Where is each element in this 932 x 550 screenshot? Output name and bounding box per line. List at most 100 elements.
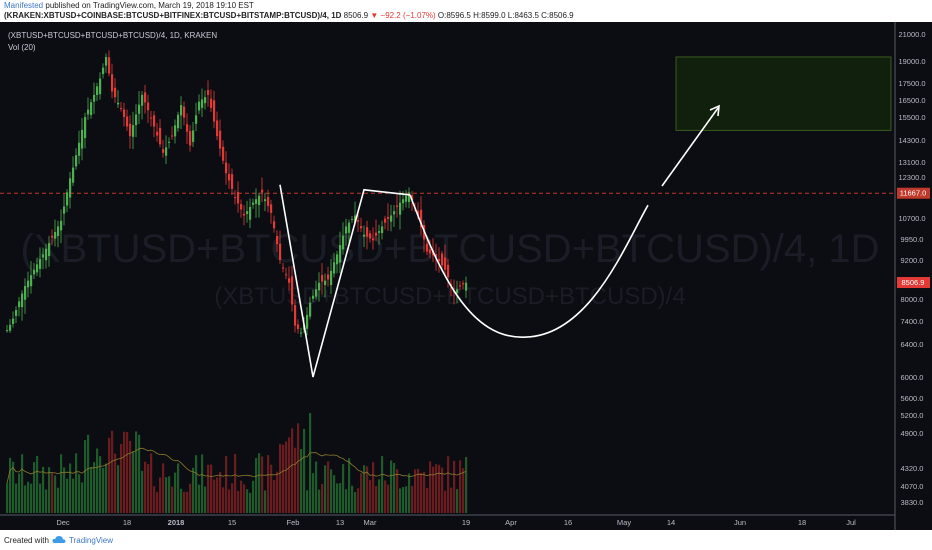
candle-body [429,249,432,254]
volume-bar [360,473,363,513]
time-tick-label: 16 [564,518,572,527]
candle-body [237,191,240,204]
volume-bar [279,443,282,513]
target-zone-box[interactable] [675,56,892,131]
volume-bar [420,472,423,513]
candle-body [141,94,144,106]
ohlc-open: O:8596.5 [437,11,471,20]
volume-bar [405,486,408,513]
tradingview-cloud-icon [52,536,66,543]
volume-bar [165,477,168,513]
time-tick-label: 2018 [168,518,185,527]
volume-bar [108,437,111,513]
volume-bar [276,471,279,513]
volume-bar [441,467,444,513]
volume-bar [456,489,459,513]
candle-body [264,199,267,202]
candle-body [201,99,204,108]
volume-bar [438,464,441,513]
candle-body [339,245,342,263]
w-pattern-line[interactable] [279,184,411,378]
footer-bar: Created with TradingView [0,530,932,550]
volume-bar [288,437,291,513]
volume-bar [282,444,285,513]
candle-body [270,204,273,213]
candle-body [66,192,69,206]
volume-bar [69,463,72,513]
volume-bar [336,483,339,513]
price-tick-label: 17500.0 [898,79,925,88]
volume-moving-average [6,447,467,484]
volume-bar [303,428,306,513]
price-axis[interactable]: 21000.0 19000.0 17500.0 16500.0 15500.0 14300… [898,30,925,507]
tradingview-brand-link[interactable]: TradingView [69,536,114,545]
candle-body [117,102,120,105]
candle-body [375,232,378,236]
candle-body [120,108,123,110]
volume-bar [180,488,183,513]
candle-body [69,178,72,198]
candle-body [165,147,168,156]
candle-body [57,226,60,237]
volume-bar [348,458,351,513]
volume-bar [6,483,9,513]
volume-bar [249,492,252,513]
volume-bar [345,489,348,513]
chart-area[interactable]: (XBTUSD+BTCUSD+BTCUSD+BTCUSD)/4, 1D (XBT… [0,22,932,530]
volume-bar [417,468,420,513]
price-tick-label: 7400.0 [901,317,924,326]
volume-bar [177,463,180,513]
volume-bar [66,478,69,513]
volume-bar [327,461,330,513]
volume-bar [57,487,60,513]
volume-bar [207,464,210,513]
candle-body [39,259,42,269]
candle-body [276,235,279,245]
candle-body [279,243,282,260]
candle-body [402,199,405,204]
volume-bar [333,475,336,513]
candle-body [441,253,444,266]
volume-bar [228,489,231,513]
price-chart[interactable]: (XBTUSD+BTCUSD+BTCUSD+BTCUSD)/4, 1D (XBT… [0,22,932,530]
volume-bar [234,453,237,513]
volume-bar [339,483,342,513]
projection-arrow-line[interactable] [661,107,719,187]
projection-curve[interactable] [409,194,649,338]
volume-bar [411,485,414,513]
candle-body [267,196,270,207]
volume-bar [414,469,417,513]
publication-header: Manifested published on TradingView.com,… [0,0,932,22]
candle-body [138,104,141,114]
volume-bar [54,475,57,513]
volume-bar [204,486,207,513]
last-price-tag [897,277,930,289]
candle-body [396,205,399,207]
candle-body [9,324,12,331]
volume-bar [153,486,156,513]
time-axis[interactable]: Dec 18 2018 15 Feb 13 Mar 19 Apr 16 May 14 Jun 18 Jul [56,518,856,527]
volume-bar [453,460,456,513]
candle-body [300,332,303,334]
volume-bar [141,470,144,513]
candle-body [363,234,366,237]
volume-bar [99,456,102,513]
volume-bar [384,480,387,513]
volume-bar [408,473,411,513]
candle-body [51,235,54,238]
candle-body [222,146,225,161]
volume-bar [240,480,243,513]
volume-bar [192,467,195,513]
candle-body [435,254,438,258]
volume-bar [51,473,54,513]
candle-body [231,174,234,189]
volume-bar [354,492,357,513]
author-link[interactable]: Manifested [4,1,44,10]
volume-bars [6,413,468,513]
time-tick-label: Feb [287,518,300,527]
candle-body [30,275,33,287]
candle-body [348,222,351,233]
level-price-label: 11667.0 [900,189,927,198]
time-tick-label: Mar [364,518,377,527]
volume-bar [174,472,177,513]
